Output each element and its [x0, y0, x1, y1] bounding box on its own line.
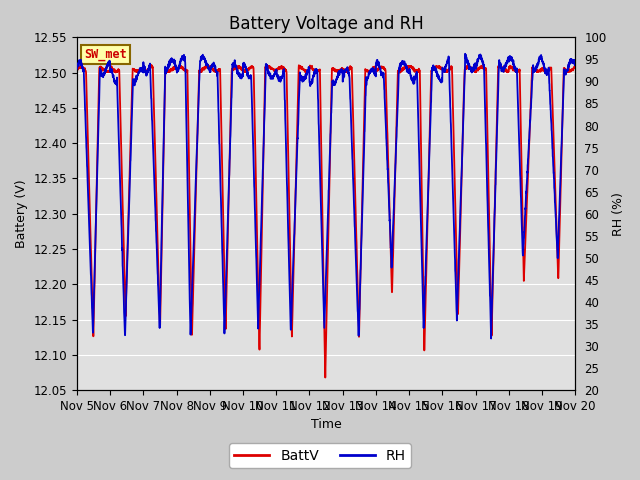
- Y-axis label: RH (%): RH (%): [612, 192, 625, 236]
- Y-axis label: Battery (V): Battery (V): [15, 180, 28, 248]
- X-axis label: Time: Time: [310, 419, 341, 432]
- Legend: BattV, RH: BattV, RH: [229, 443, 411, 468]
- Title: Battery Voltage and RH: Battery Voltage and RH: [228, 15, 424, 33]
- Text: SW_met: SW_met: [84, 48, 127, 61]
